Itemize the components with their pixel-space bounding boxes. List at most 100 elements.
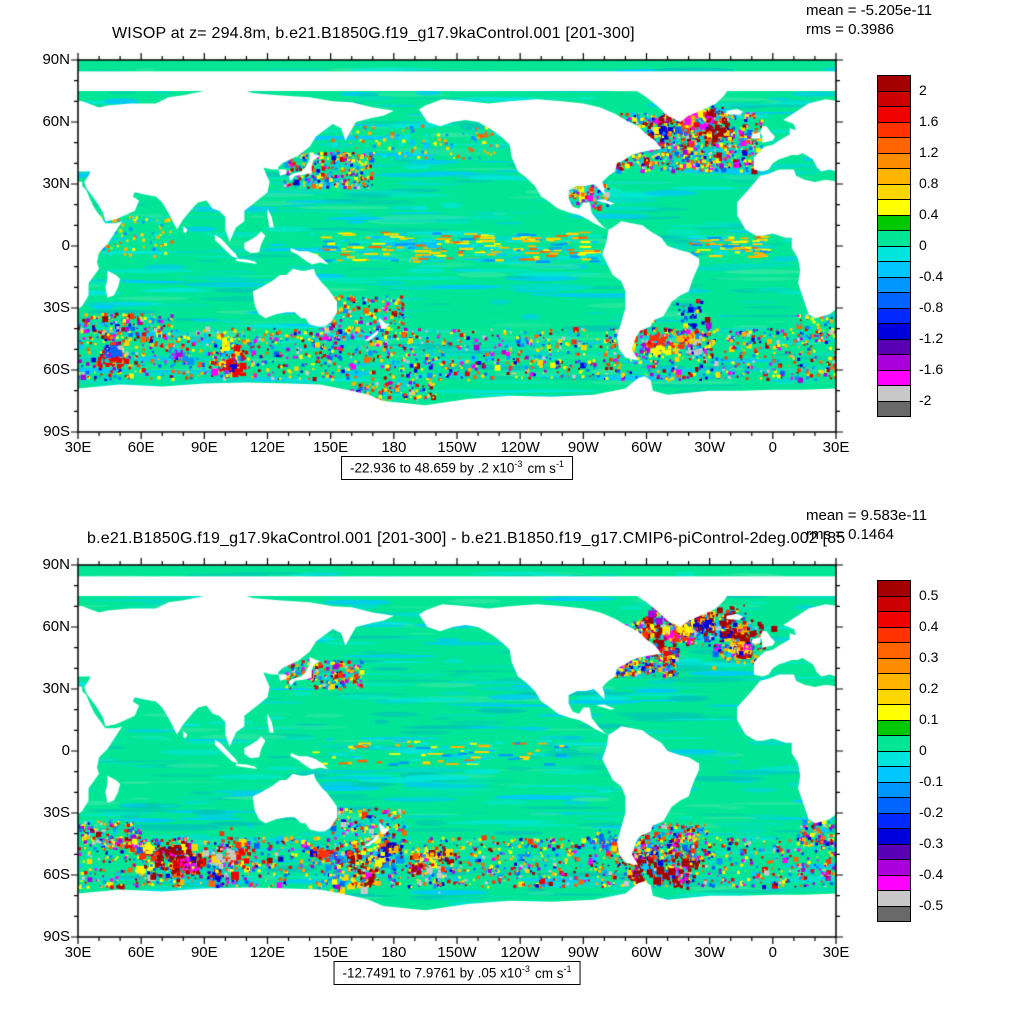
colorbar-box	[878, 386, 910, 402]
colorbar-tick-label: 0.4	[919, 206, 939, 223]
lat-tick-label: 60N	[42, 618, 70, 635]
range-label-unit: cm s	[534, 965, 564, 981]
lat-tick-label: 30N	[42, 680, 70, 697]
colorbar-tick-label: 0.4	[919, 618, 939, 635]
lat-tick-label: 90S	[43, 928, 70, 945]
colorbar-box	[878, 875, 910, 891]
colorbar-box	[878, 751, 910, 767]
colorbar-box	[878, 767, 910, 783]
longitude-axis: 30E 60E 90E 120E 150E 180 150W 120W 90W 60W 30W 0 30…	[65, 439, 850, 457]
colorbar-box	[878, 215, 910, 231]
mean-value: mean = 9.583e-11	[806, 507, 928, 524]
colorbar-box	[878, 169, 910, 185]
lon-tick-label: 90W	[567, 944, 599, 961]
colorbar-tick-label: 0.8	[919, 175, 939, 192]
lat-tick-label: 30N	[42, 175, 70, 192]
lat-tick-label: 60S	[43, 866, 70, 883]
lat-tick-label: 60N	[42, 113, 70, 130]
map-panel-top: mean = -5.205e-11 rms = 0.3986 WISOP at …	[0, 0, 1024, 505]
range-label-base: -22.936 to 48.659 by .2 x10	[350, 460, 515, 476]
lat-tick-label: 0	[61, 237, 70, 254]
lon-tick-label: 150W	[437, 944, 477, 961]
colorbar-box	[878, 107, 910, 123]
lon-tick-label: 60W	[631, 439, 662, 456]
colorbar-box	[878, 705, 910, 721]
lon-tick-label: 120E	[249, 439, 286, 456]
lon-tick-label: 120E	[249, 944, 286, 961]
lon-tick-label: 120W	[500, 944, 540, 961]
lat-tick-label: 90N	[42, 51, 70, 68]
lon-tick-label: 150E	[313, 439, 349, 456]
lat-tick-label: 0	[61, 742, 70, 759]
colorbar	[877, 75, 911, 417]
colorbar-box	[878, 262, 910, 278]
lon-tick-label: 150W	[437, 439, 477, 456]
colorbar-box	[878, 643, 910, 659]
range-label-unit-exponent: -1	[555, 459, 564, 469]
colorbar-box	[878, 370, 910, 386]
colorbar-box	[878, 891, 910, 907]
lon-tick-label: 30E	[64, 439, 92, 456]
lon-tick-label: 90W	[567, 439, 599, 456]
colorbar-tick-label: 0.3	[919, 649, 939, 666]
plot-title: b.e21.B1850G.f19_g17.9kaControl.001 [201…	[87, 530, 846, 547]
longitude-axis: 30E 60E 90E 120E 150E 180 150W 120W 90W 60W 30W 0 30…	[65, 944, 850, 962]
colorbar-box	[878, 782, 910, 798]
colorbar-box	[878, 138, 910, 154]
range-label-unit: cm s	[527, 460, 556, 476]
colorbar-tick-label: -0.8	[919, 298, 944, 315]
colorbar-tick-label: -0.4	[919, 865, 944, 882]
lon-tick-label: 90E	[190, 439, 218, 456]
lat-tick-label: 30S	[43, 299, 70, 316]
lon-tick-label: 120W	[500, 439, 540, 456]
lon-tick-label: 30W	[694, 439, 726, 456]
latitude-axis: 90N 60N 30N 0 30S 60S 90S	[24, 557, 70, 945]
lon-tick-label: 60W	[631, 944, 662, 961]
colorbar-box	[878, 596, 910, 612]
map-panel-bottom: mean = 9.583e-11 rms = 0.1464 b.e21.B185…	[0, 505, 1024, 1010]
colorbar-box	[878, 324, 910, 340]
colorbar-box	[878, 200, 910, 216]
colorbar-box	[878, 339, 910, 355]
colorbar-box	[878, 76, 910, 92]
colorbar-box	[878, 308, 910, 324]
colorbar-box	[878, 689, 910, 705]
colorbar-tick-label: 2	[919, 82, 927, 99]
colorbar-box	[878, 293, 910, 309]
lon-tick-label: 30W	[694, 944, 726, 961]
colorbar-tick-label: 0.1	[919, 711, 939, 728]
mean-value: mean = -5.205e-11	[806, 2, 933, 19]
rms-value: rms = 0.3986	[806, 20, 894, 38]
latitude-axis: 90N 60N 30N 0 30S 60S 90S	[24, 52, 70, 440]
lat-tick-label: 30S	[43, 804, 70, 821]
colorbar-box	[878, 860, 910, 876]
lon-tick-label: 60E	[127, 439, 155, 456]
colorbar-box	[878, 627, 910, 643]
colorbar-box	[878, 91, 910, 107]
plot-title: WISOP at z= 294.8m, b.e21.B1850G.f19_g17…	[112, 25, 635, 42]
range-label-unit-exponent: -1	[563, 964, 572, 974]
stats-block: mean = -5.205e-11 rms = 0.3986	[806, 2, 932, 39]
colorbar-tick-label: -1.2	[919, 329, 944, 346]
lon-tick-label: 0	[768, 944, 777, 961]
colorbar-tick-label: 0	[919, 742, 927, 758]
colorbar-tick-label: -2	[919, 391, 932, 408]
lon-tick-label: 180	[381, 439, 407, 456]
contour-range-label: -22.936 to 48.659 by .2 x10-3 cm s-1	[341, 456, 573, 480]
lon-tick-label: 90E	[190, 944, 218, 961]
colorbar-box	[878, 246, 910, 262]
stats-block: mean = 9.583e-11 rms = 0.1464	[806, 507, 927, 544]
lon-tick-label: 0	[768, 439, 777, 456]
colorbar-box	[878, 122, 910, 138]
colorbar-box	[878, 736, 910, 752]
colorbar-tick-label: -0.5	[919, 896, 944, 913]
contour-range-label: -12.7491 to 7.9761 by .05 x10-3 cm s-1	[333, 961, 581, 985]
colorbar-tick-label: -0.4	[919, 267, 944, 284]
colorbar-box	[878, 355, 910, 371]
lon-tick-label: 150E	[313, 944, 349, 961]
rms-value: rms = 0.1464	[806, 525, 894, 543]
lon-tick-label: 30E	[822, 944, 850, 961]
colorbar-tick-label: 0	[919, 237, 927, 253]
range-label-exponent: -3	[514, 459, 523, 469]
